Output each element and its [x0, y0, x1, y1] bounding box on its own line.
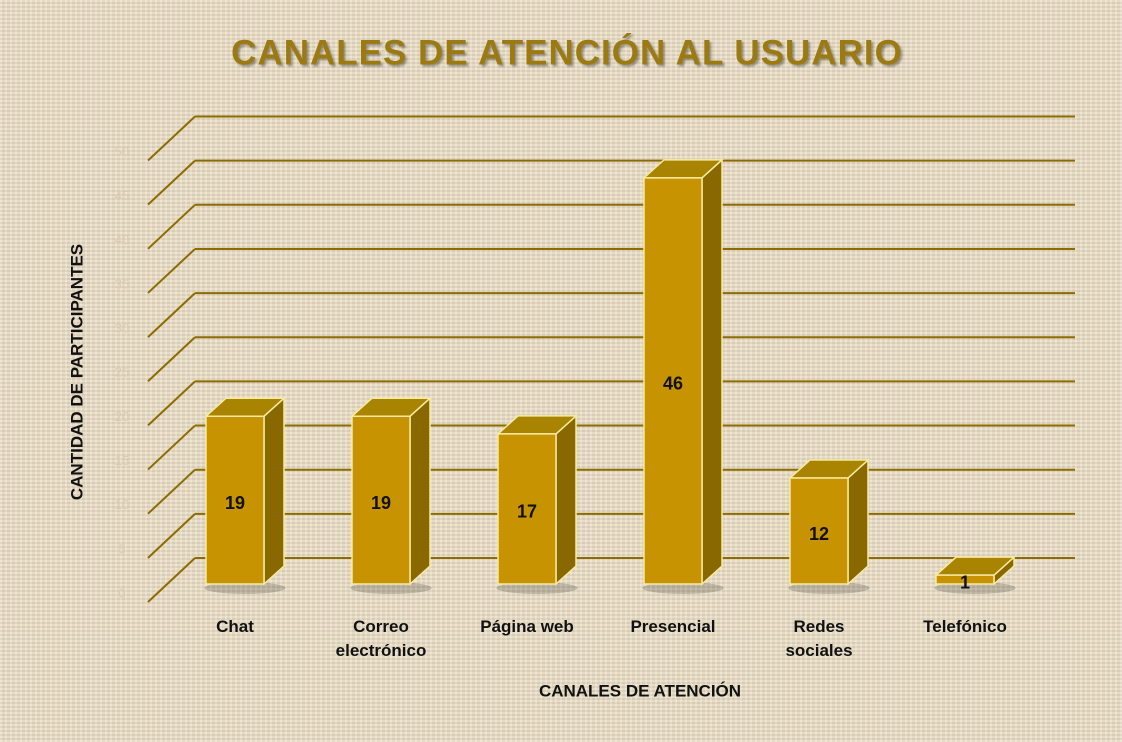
y-tick-label: 20: [115, 409, 129, 424]
bar-front: [205, 415, 265, 585]
value-label: 12: [809, 524, 829, 544]
bar-front: [643, 177, 703, 585]
bar-side: [701, 158, 723, 586]
bar-shadow: [642, 582, 724, 594]
grid-line-depth: [147, 380, 196, 427]
bar-shadow: [350, 582, 432, 594]
x-tick-label: Página web: [480, 617, 574, 636]
bar-shadow: [788, 582, 870, 594]
bar: [204, 396, 286, 586]
x-tick-label: Telefónico: [923, 617, 1007, 636]
grid-line-depth: [147, 204, 196, 250]
value-label: 46: [663, 374, 683, 394]
bar: [496, 414, 578, 586]
y-tick-label: 5: [118, 541, 125, 556]
bar-side: [847, 458, 869, 586]
bar: [934, 555, 1016, 586]
x-tick-label: Chat: [216, 617, 254, 636]
value-label: 1: [960, 572, 970, 592]
y-axis-label: CANTIDAD DE PARTICIPANTES: [67, 244, 86, 500]
y-tick-label: 25: [115, 365, 129, 380]
x-tick-label: Correo electrónico: [335, 617, 427, 660]
y-tick-label: 50: [115, 144, 129, 159]
grid-line-depth: [147, 292, 196, 338]
x-tick-label: Presencial: [630, 617, 716, 636]
y-tick-label: 15: [115, 453, 129, 468]
grid-line-depth: [147, 115, 196, 162]
grid-line-depth: [147, 557, 196, 603]
x-tick-label: Redes sociales: [785, 617, 853, 660]
bar-front: [497, 433, 557, 585]
grid-line-depth: [147, 513, 196, 559]
y-tick-label: 30: [115, 321, 129, 336]
bar-front: [935, 574, 995, 585]
bar-front: [789, 477, 849, 585]
bar: [642, 158, 724, 586]
bar-shadow: [934, 582, 1016, 594]
bar: [788, 458, 870, 586]
y-tick-label: 0: [118, 585, 125, 600]
bar-front: [351, 415, 411, 585]
value-label: 19: [371, 493, 391, 513]
grid-line-depth: [147, 159, 196, 206]
bar-side: [409, 396, 431, 586]
grid-line-depth: [147, 468, 196, 515]
x-axis-label: CANALES DE ATENCIÓN: [539, 681, 741, 700]
value-label: 17: [517, 502, 537, 522]
y-tick-label: 45: [115, 188, 129, 203]
value-label: 19: [225, 493, 245, 513]
y-tick-label: 10: [115, 497, 129, 512]
bar-shadow: [496, 582, 578, 594]
y-tick-label: 40: [115, 232, 129, 247]
bar-side: [263, 396, 285, 586]
grid-line-depth: [147, 424, 196, 471]
chart-title: CANALES DE ATENCIÓN AL USUARIO: [231, 32, 903, 72]
bar: [350, 396, 432, 586]
bar-shadow: [204, 582, 286, 594]
y-tick-label: 35: [115, 276, 129, 291]
grid-line-depth: [147, 248, 196, 294]
bar-side: [555, 414, 577, 586]
grid-line-depth: [147, 336, 196, 382]
